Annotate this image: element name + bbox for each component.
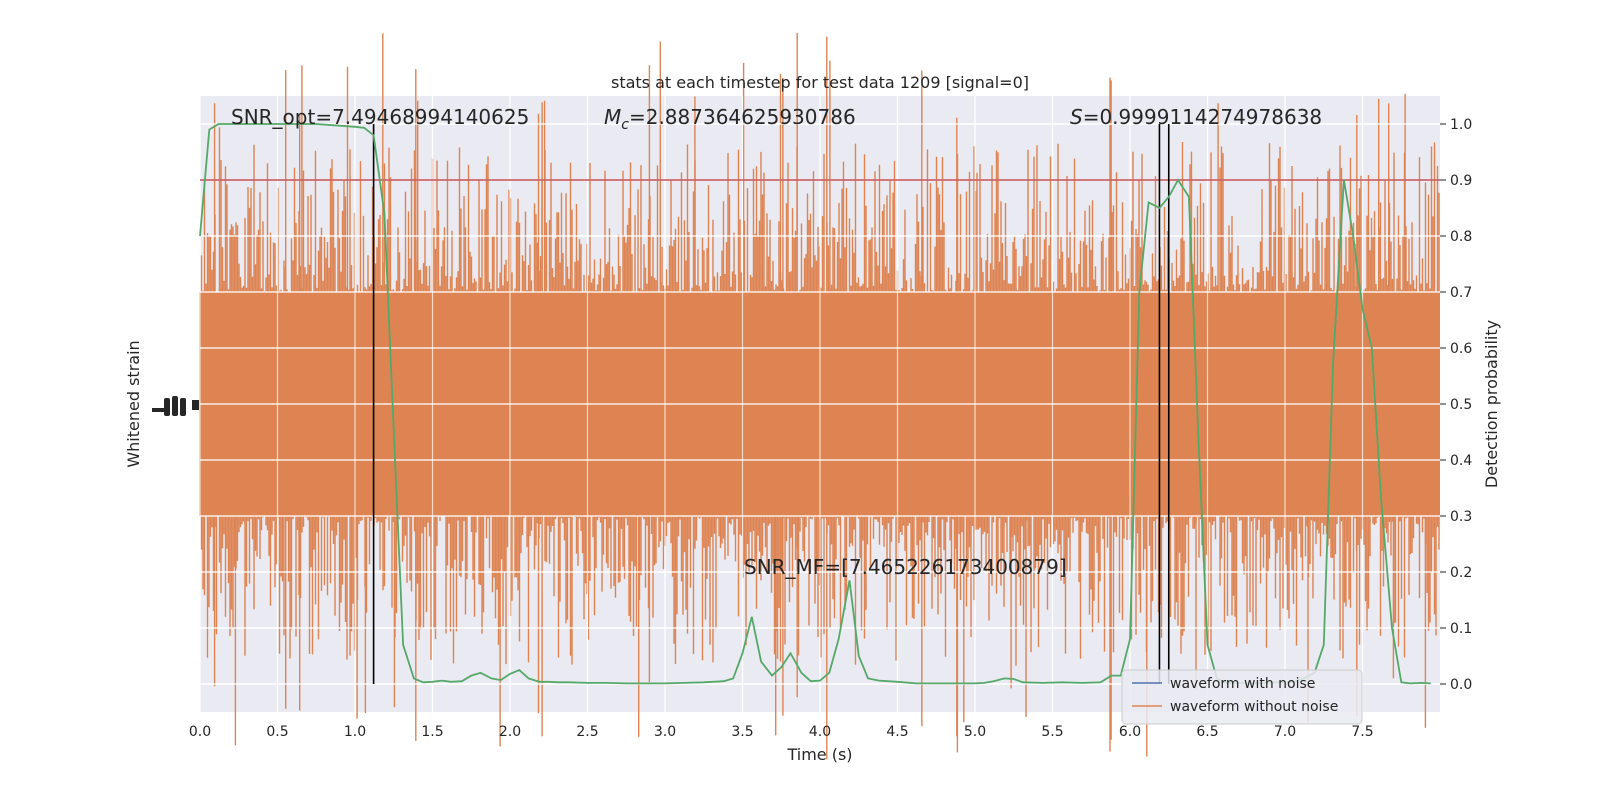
left-tick-glyph [180,398,186,416]
x-tick-label: 5.5 [1041,724,1063,740]
vertical-lines [372,124,1170,684]
x-ticks: 0.0 0.5 1.0 1.5 2.0 2.5 3.0 3.5 4.0 4.5 5.0 5.5 6.0 6… [189,724,1374,740]
x-tick-label: 0.0 [189,724,211,740]
s-symbol: S [1070,105,1083,129]
right-tick-label: 0.1 [1450,621,1472,637]
x-tick-label: 6.0 [1119,724,1141,740]
grid-overlay [199,96,1440,712]
x-tick-label: 7.0 [1274,724,1296,740]
legend: waveform with noise waveform without noi… [1121,669,1363,725]
snr-opt-annotation: SNR_opt=7.49468994140625 [231,105,529,129]
x-tick-label: 1.0 [344,724,366,740]
legend-box [1121,669,1363,725]
x-tick-label: 0.5 [266,724,288,740]
x-tick-label: 2.0 [499,724,521,740]
x-tick-label: 4.5 [886,724,908,740]
mc-symbol: M [604,105,621,129]
legend-label-with-noise: waveform with noise [1170,676,1315,692]
right-tick-label: 0.6 [1450,341,1472,357]
right-tick-label: 0.8 [1450,229,1472,245]
left-tick-glyph [192,400,199,410]
right-tick-label: 1.0 [1450,117,1472,133]
right-tick-label: 0.2 [1450,565,1472,581]
right-tick-label: 0.0 [1450,677,1472,693]
left-tick-glyph [152,408,166,412]
s-value: =0.9999114274978638 [1083,105,1322,129]
s-annotation: S=0.9999114274978638 [1070,105,1322,129]
x-tick-label: 1.5 [421,724,443,740]
right-tick-label: 0.7 [1450,285,1472,301]
x-tick-label: 3.0 [654,724,676,740]
chart-title: stats at each timestep for test data 120… [611,73,1029,92]
x-tick-label: 3.5 [731,724,753,740]
left-tick-glyph [172,396,178,416]
left-tick-glyphs [152,396,199,416]
right-tick-label: 0.3 [1450,509,1472,525]
x-tick-label: 2.5 [576,724,598,740]
legend-label-without-noise: waveform without noise [1170,699,1338,715]
x-tick-label: 4.0 [809,724,831,740]
right-tick-label: 0.4 [1450,453,1472,469]
mc-annotation: Mc=2.887364625930786 [604,105,856,133]
right-tick-label: 0.9 [1450,173,1472,189]
right-axis-label: Detection probability [1482,320,1501,488]
x-tick-label: 7.5 [1351,724,1373,740]
x-axis-label: Time (s) [786,745,852,764]
mc-subscript: c [621,117,629,133]
x-tick-label: 6.5 [1196,724,1218,740]
mc-value: =2.887364625930786 [629,105,856,129]
snr-mf-annotation: SNR_MF=[7.465226173400879] [744,555,1067,579]
x-tick-label: 5.0 [964,724,986,740]
right-tick-label: 0.5 [1450,397,1472,413]
left-axis-label: Whitened strain [124,340,143,467]
left-tick-glyph [164,398,170,416]
right-ticks: 0.0 0.1 0.2 0.3 0.4 0.5 0.6 0.7 0.8 0.9 1.0 [1440,117,1472,693]
